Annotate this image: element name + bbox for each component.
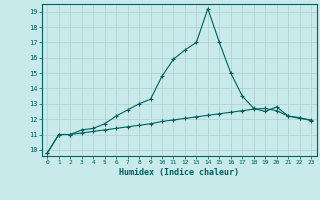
- X-axis label: Humidex (Indice chaleur): Humidex (Indice chaleur): [119, 168, 239, 177]
